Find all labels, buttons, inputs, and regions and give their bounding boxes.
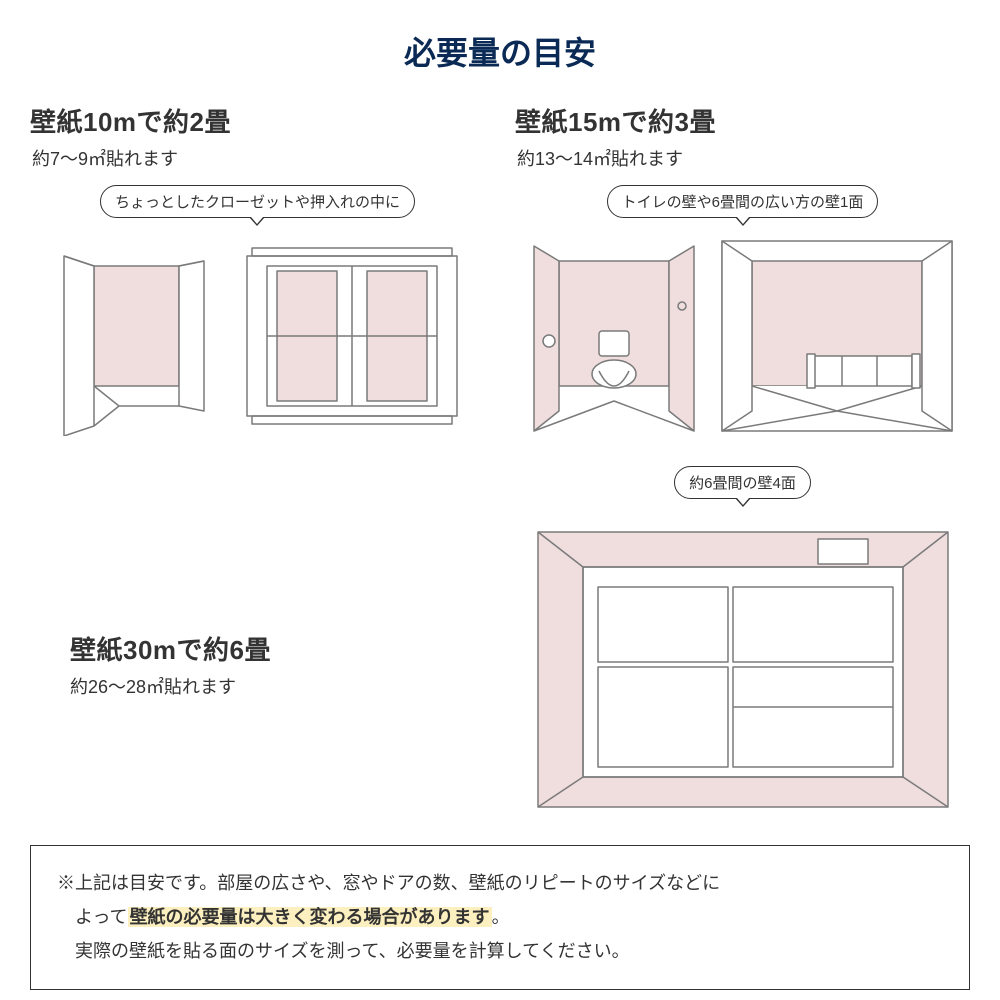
section-10m-head: 壁紙10mで約2畳 (30, 102, 485, 139)
row-top: 壁紙10mで約2畳 約7〜9㎡貼れます ちょっとしたクローゼットや押入れの中に (30, 102, 970, 436)
note-line-3: 実際の壁紙を貼る面のサイズを測って、必要量を計算してください。 (57, 934, 943, 968)
note-line-2-suffix: 。 (492, 907, 510, 927)
illustration-living-one-wall (717, 236, 957, 436)
section-30m-head: 壁紙30mで約6畳 (70, 630, 485, 667)
section-15m: 壁紙15mで約3畳 約13〜14㎡貼れます トイレの壁や6畳間の広い方の壁1面 (515, 102, 970, 436)
note-line-2: よって壁紙の必要量は大きく変わる場合があります。 (57, 900, 943, 934)
illustration-6jo-room (528, 517, 958, 817)
bubble-30m: 約6畳間の壁4面 (674, 466, 811, 499)
section-15m-sub: 約13〜14㎡貼れます (517, 145, 970, 171)
note-line-2-prefix: よって (75, 907, 128, 927)
bubble-15m: トイレの壁や6畳間の広い方の壁1面 (607, 185, 879, 218)
section-10m-sub: 約7〜9㎡貼れます (32, 145, 485, 171)
note-highlight: 壁紙の必要量は大きく変わる場合があります (128, 907, 492, 927)
section-30m: 壁紙30mで約6畳 約26〜28㎡貼れます 約6畳間の壁4面 (30, 466, 970, 817)
section-15m-head: 壁紙15mで約3畳 (515, 102, 970, 139)
page-title: 必要量の目安 (30, 28, 970, 74)
note-line-1: ※上記は目安です。部屋の広さや、窓やドアの数、壁紙のリピートのサイズなどに (57, 866, 943, 900)
section-10m: 壁紙10mで約2畳 約7〜9㎡貼れます ちょっとしたクローゼットや押入れの中に (30, 102, 485, 436)
illustration-closet (49, 236, 219, 436)
section-30m-sub: 約26〜28㎡貼れます (70, 673, 485, 699)
note-box: ※上記は目安です。部屋の広さや、窓やドアの数、壁紙のリピートのサイズなどに よっ… (30, 845, 970, 990)
illustration-oshiire (237, 236, 467, 436)
bubble-10m: ちょっとしたクローゼットや押入れの中に (100, 185, 415, 218)
illustration-toilet (529, 236, 699, 436)
note-line-3-text: 実際の壁紙を貼る面のサイズを測って、必要量を計算してください。 (75, 941, 630, 961)
